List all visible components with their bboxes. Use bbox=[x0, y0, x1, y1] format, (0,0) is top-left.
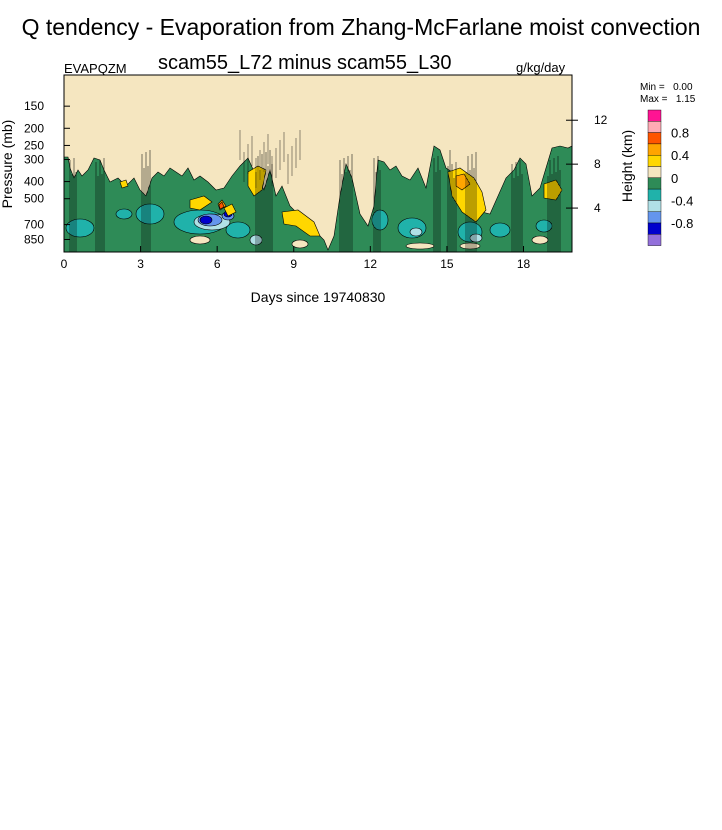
colorbar-swatch bbox=[647, 132, 662, 145]
contour-field bbox=[64, 130, 572, 252]
colorbar-swatch bbox=[647, 188, 662, 201]
contour-gap bbox=[189, 235, 211, 245]
max-label: Max = bbox=[640, 94, 668, 105]
y-right-axis-label: Height (km) bbox=[619, 130, 635, 202]
colorbar-label: 0.4 bbox=[671, 148, 689, 163]
contour-region-weak-negative bbox=[489, 222, 511, 238]
x-tick-label: 3 bbox=[137, 257, 144, 271]
y-tick-label: 150 bbox=[24, 99, 44, 113]
min-max-readout: Min = 0.00 Max = 1.15 bbox=[640, 82, 695, 106]
colorbar-label: -0.8 bbox=[671, 216, 693, 231]
contour-region-light-negative bbox=[409, 227, 423, 237]
colorbar-swatch bbox=[647, 166, 662, 179]
y-right-tick-label: 8 bbox=[594, 157, 601, 171]
y-tick-label: 400 bbox=[24, 175, 44, 189]
y-right-tick-label: 12 bbox=[594, 113, 608, 127]
y-tick-label: 850 bbox=[24, 233, 44, 247]
chart-subtitle: scam55_L72 minus scam55_L30 bbox=[158, 52, 452, 74]
x-tick-label: 0 bbox=[61, 257, 68, 271]
contour-region-strong-positive bbox=[218, 201, 225, 210]
colorbar-swatch bbox=[647, 143, 662, 156]
colorbar-swatch bbox=[647, 211, 662, 224]
x-axis-label: Days since 19740830 bbox=[251, 289, 386, 305]
colorbar-swatch bbox=[647, 121, 662, 133]
contour-region-weak-positive bbox=[281, 209, 321, 237]
contour-region-weak-negative bbox=[225, 221, 251, 239]
colorbar-swatch bbox=[647, 200, 662, 212]
contour-region-weak-positive bbox=[223, 203, 237, 217]
y-right-tick-label: 4 bbox=[594, 201, 601, 215]
contour-region-weak-negative bbox=[65, 218, 95, 238]
contour-region-weak-positive bbox=[119, 179, 129, 189]
units-label: g/kg/day bbox=[516, 60, 566, 75]
contour-region-strong-negative bbox=[199, 215, 213, 225]
contour-region-weak-negative bbox=[535, 219, 553, 233]
contour-gap bbox=[291, 239, 309, 249]
colorbar-swatch bbox=[647, 234, 662, 246]
contour-region-weak-positive bbox=[189, 195, 213, 211]
y-axis-label: Pressure (mb) bbox=[0, 120, 15, 209]
x-tick-label: 9 bbox=[290, 257, 297, 271]
y-tick-label: 200 bbox=[24, 121, 44, 135]
plot-frame bbox=[63, 74, 573, 253]
y-tick-label: 300 bbox=[24, 152, 44, 166]
y-tick-label: 250 bbox=[24, 138, 44, 152]
colorbar-swatch bbox=[647, 177, 662, 190]
min-value: 0.00 bbox=[673, 82, 693, 93]
chart-title: Q tendency - Evaporation from Zhang-McFa… bbox=[21, 14, 701, 40]
colorbar-swatch bbox=[647, 154, 662, 167]
colorbar-label: 0.8 bbox=[671, 126, 689, 141]
variable-name: EVAPQZM bbox=[64, 61, 127, 76]
x-tick-label: 18 bbox=[517, 257, 531, 271]
max-value: 1.15 bbox=[675, 94, 696, 105]
contour-gap bbox=[531, 235, 549, 245]
colorbar-label: -0.4 bbox=[671, 193, 693, 208]
colorbar: 0.8 0.4 0 -0.4 -0.8 bbox=[647, 109, 693, 246]
colorbar-label: 0 bbox=[671, 171, 678, 186]
contour-gap bbox=[405, 242, 435, 250]
x-tick-label: 6 bbox=[214, 257, 221, 271]
contour-region-weak-negative bbox=[115, 208, 133, 220]
y-tick-label: 500 bbox=[24, 192, 44, 206]
x-tick-label: 15 bbox=[440, 257, 454, 271]
colorbar-swatch bbox=[647, 222, 662, 235]
min-label: Min = bbox=[640, 82, 665, 93]
colorbar-swatch bbox=[647, 109, 662, 122]
x-tick-label: 12 bbox=[364, 257, 378, 271]
y-tick-label: 700 bbox=[24, 218, 44, 232]
